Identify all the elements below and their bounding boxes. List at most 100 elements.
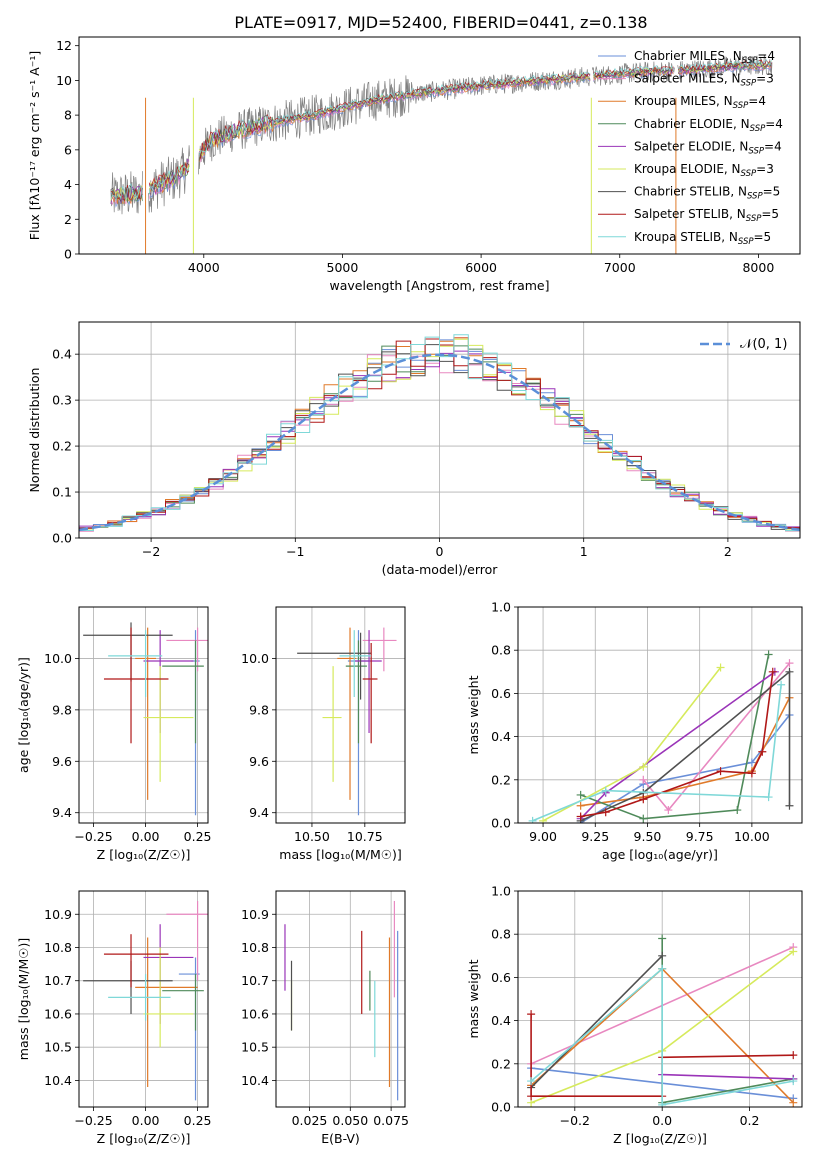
y-axis-label: age [log₁₀(age/yr)] xyxy=(16,657,31,773)
legend-entry: Kroupa STELIB, NSSP=5 xyxy=(634,230,771,247)
weight-marker xyxy=(601,786,610,795)
legend-entry: Kroupa ELODIE, NSSP=3 xyxy=(634,162,774,179)
x-tick-label: 0.00 xyxy=(132,829,160,844)
weight-marker xyxy=(716,767,725,776)
weight-marker xyxy=(639,814,648,823)
y-tick-label: 10.8 xyxy=(241,940,269,955)
x-tick-label: 2 xyxy=(724,544,732,559)
legend-entry: Salpeter STELIB, NSSP=5 xyxy=(634,207,779,224)
grid xyxy=(79,891,208,1107)
panel-mass-vs-Z: −0.25 0.00 0.25 10.4 10.5 10.6 10.7 10.8 10.9 Z [… xyxy=(16,890,212,1146)
x-tick-label: 0.075 xyxy=(373,1113,409,1128)
axes: −0.2 0.0 0.2 0.0 0.2 0.4 0.6 0.8 1.0 Z [log₁₀(Z/Z… xyxy=(466,884,803,1146)
weight-marker xyxy=(789,1077,798,1086)
plot-area xyxy=(527,934,798,1107)
plot-area xyxy=(528,650,794,823)
weight-marker xyxy=(789,947,798,956)
legend-label: Salpeter STELIB, N xyxy=(634,207,746,221)
x-axis-label: (data-model)/error xyxy=(382,562,499,577)
x-tick-label: 10.75 xyxy=(347,829,383,844)
y-tick-label: 0.8 xyxy=(491,927,511,942)
x-axis-label: mass [log₁₀(M/M☉)] xyxy=(279,847,401,862)
weight-marker xyxy=(527,1092,536,1101)
panel-weights-vs-Z: −0.2 0.0 0.2 0.0 0.2 0.4 0.6 0.8 1.0 Z [log₁₀(Z/Z… xyxy=(466,884,803,1146)
y-tick-label: 10.4 xyxy=(44,1073,72,1088)
plot-area xyxy=(79,334,800,532)
y-tick-label: 0.1 xyxy=(52,485,72,500)
axes: −0.25 0.00 0.25 9.4 9.6 9.8 10.0 Z [log₁₀(Z/Z☉)… xyxy=(16,606,212,862)
weight-marker xyxy=(777,680,786,689)
x-tick-label: 0.050 xyxy=(332,1113,368,1128)
weight-marker xyxy=(527,1010,536,1019)
x-axis-label: wavelength [Angstrom, rest frame] xyxy=(329,278,549,293)
y-axis-label: Flux [fλ10⁻¹⁷ erg cm⁻² s⁻¹ A⁻¹] xyxy=(27,51,42,240)
axes: −2 −1 0 1 2 0.0 0.1 0.2 0.3 0.4 (data-model)/error… xyxy=(27,321,801,577)
legend-subscript: SSP xyxy=(738,237,754,247)
y-tick-label: 10.8 xyxy=(44,940,72,955)
weight-marker xyxy=(639,762,648,771)
weight-marker xyxy=(664,806,673,815)
x-tick-label: 0.2 xyxy=(740,1113,760,1128)
axes-frame xyxy=(78,606,209,824)
y-axis-label: mass weight xyxy=(466,675,481,754)
weight-marker xyxy=(658,964,667,973)
x-tick-label: 0.025 xyxy=(292,1113,328,1128)
weight-line-salpeter-elodie xyxy=(662,1073,794,1080)
y-tick-label: 0.3 xyxy=(52,393,72,408)
grid xyxy=(276,607,405,823)
model-line-salpeter-stelib xyxy=(110,59,772,202)
x-tick-label: 0.25 xyxy=(184,829,212,844)
weight-marker xyxy=(639,775,648,784)
x-tick-label: 0.00 xyxy=(132,1113,160,1128)
weight-marker xyxy=(639,795,648,804)
weight-marker xyxy=(768,667,777,676)
x-tick-label: −0.25 xyxy=(74,829,112,844)
plot-area xyxy=(83,622,208,816)
x-tick-label: 1 xyxy=(580,544,588,559)
legend-label: Kroupa ELODIE, N xyxy=(634,162,741,176)
weight-marker xyxy=(764,650,773,659)
legend-label: Salpeter MILES, N xyxy=(634,72,741,86)
y-tick-label: 2 xyxy=(64,212,72,227)
axes: −0.25 0.00 0.25 10.4 10.5 10.6 10.7 10.8 10.9 Z [… xyxy=(16,890,212,1146)
weight-marker xyxy=(758,747,767,756)
panel-weights-vs-age: 9.00 9.25 9.50 9.75 10.00 0.0 0.2 0.4 0.6 0.8 1.0 a… xyxy=(466,600,803,862)
plot-area xyxy=(110,55,773,254)
legend-label: Chabrier STELIB, N xyxy=(634,185,747,199)
legend-label: Chabrier MILES, N xyxy=(634,49,742,63)
panel-age-vs-Z: −0.25 0.00 0.25 9.4 9.6 9.8 10.0 Z [log₁₀(Z/Z☉)… xyxy=(16,606,212,862)
y-tick-label: 6 xyxy=(64,142,72,157)
weight-marker xyxy=(764,793,773,802)
plot-area xyxy=(297,627,397,816)
legend-entry: Chabrier ELODIE, NSSP=4 xyxy=(634,117,783,134)
axes-frame xyxy=(517,890,803,1108)
weight-marker xyxy=(789,1051,798,1060)
y-tick-label: 10.9 xyxy=(241,907,269,922)
legend-count: =4 xyxy=(748,94,766,108)
legend-subscript: SSP xyxy=(747,192,763,202)
weight-marker xyxy=(576,801,585,810)
weight-marker xyxy=(601,808,610,817)
y-tick-label: 10.4 xyxy=(241,1073,269,1088)
legend-entry: Chabrier STELIB, NSSP=5 xyxy=(634,185,780,202)
y-tick-label: 10.5 xyxy=(241,1040,269,1055)
axes-frame xyxy=(78,321,801,539)
x-tick-label: 9.75 xyxy=(686,829,714,844)
y-tick-label: 10.7 xyxy=(241,973,269,988)
y-tick-label: 10.7 xyxy=(44,973,72,988)
axes: 0.025 0.050 0.075 10.4 10.5 10.6 10.7 10.8 10.9 E… xyxy=(241,890,409,1146)
y-axis-label: mass weight xyxy=(466,959,481,1038)
axes-frame xyxy=(517,606,803,824)
legend-count: =5 xyxy=(761,207,779,221)
y-tick-label: 9.8 xyxy=(52,702,72,717)
legend-subscript: SSP xyxy=(733,101,749,111)
y-axis-label: Normed distribution xyxy=(27,368,42,493)
y-tick-label: 0.4 xyxy=(52,347,72,362)
axes-frame xyxy=(275,890,406,1108)
legend-entry: 𝒩(0, 1) xyxy=(740,337,787,352)
y-tick-label: 0.6 xyxy=(491,970,511,985)
plot-area xyxy=(284,900,399,1101)
y-tick-label: 12 xyxy=(56,38,72,53)
y-tick-label: 1.0 xyxy=(491,884,511,899)
legend-entry: Salpeter ELODIE, NSSP=4 xyxy=(634,139,782,156)
